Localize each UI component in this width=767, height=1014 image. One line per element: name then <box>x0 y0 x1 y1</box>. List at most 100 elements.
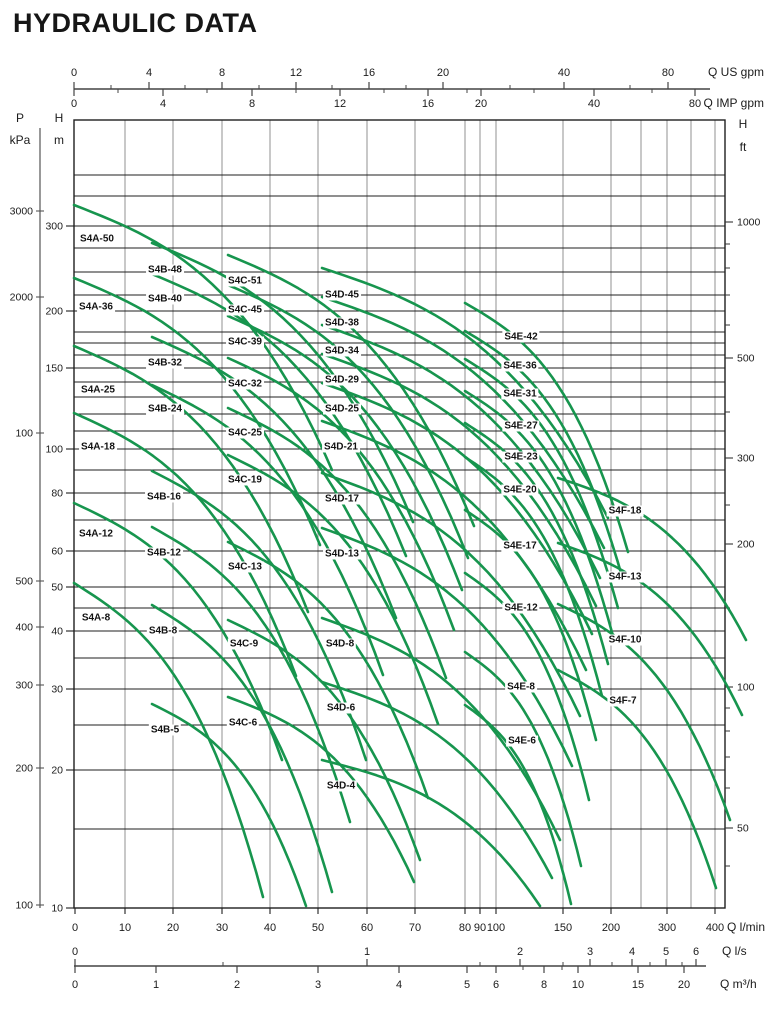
m3h-tick-label: 5 <box>464 979 470 991</box>
lmin-tick-label: 150 <box>554 922 572 934</box>
lmin-tick-label: 50 <box>312 922 324 934</box>
pump-curve-S4E-8 <box>463 650 583 868</box>
h-m-tick-label: 100 <box>45 444 63 456</box>
imp-gpm-tick-label: 8 <box>249 98 255 110</box>
pump-curve-S4C-9 <box>226 618 422 862</box>
m3h-tick-label: 2 <box>234 979 240 991</box>
pump-curve-S4B-32 <box>150 335 398 620</box>
pump-curve-S4D-4 <box>320 758 542 908</box>
h-m-tick-label: 10 <box>51 903 63 915</box>
curves-layer <box>72 203 748 908</box>
h-ft-tick-label: 100 <box>737 682 755 694</box>
pump-curve-S4B-16 <box>150 469 368 762</box>
ls-tick-label: 1 <box>364 946 370 958</box>
pump-curve-S4B-5 <box>150 702 308 908</box>
us-gpm-tick-label: 40 <box>558 67 570 79</box>
pump-curve-S4A-25 <box>72 344 310 614</box>
axis-header: m <box>54 133 64 147</box>
kpa-axis: 3000 2000 100 500 400 300 200 100 <box>10 128 44 912</box>
axis-header: kPa <box>10 133 31 147</box>
axis-header: ft <box>740 140 747 154</box>
kpa-tick-label: 3000 <box>10 206 34 218</box>
pump-curve-S4C-19 <box>226 453 440 726</box>
pump-curve-S4E-20 <box>463 455 604 698</box>
imp-gpm-tick-label: 20 <box>475 98 487 110</box>
h-m-tick-label: 60 <box>51 546 63 558</box>
lmin-tick-label: 40 <box>264 922 276 934</box>
pump-curve-S4B-40 <box>150 272 408 558</box>
imp-gpm-tick-label: 16 <box>422 98 434 110</box>
kpa-tick-label: 100 <box>15 900 33 912</box>
m3h-tick-label: 20 <box>678 979 690 991</box>
pump-curve-S4D-34 <box>320 323 602 580</box>
m3h-tick-label: 15 <box>632 979 644 991</box>
kpa-tick-label: 400 <box>15 622 33 634</box>
us-gpm-axis-label: Q US gpm <box>708 65 764 79</box>
h-m-tick-label: 50 <box>51 582 63 594</box>
pump-curve-S4E-27 <box>463 389 615 638</box>
lmin-tick-label: 200 <box>602 922 620 934</box>
pump-curve-S4C-32 <box>226 356 456 632</box>
pump-curve-S4D-45 <box>320 266 610 520</box>
m3h-tick-label: 0 <box>72 979 78 991</box>
pump-curve-S4E-42 <box>463 301 630 554</box>
pump-curve-S4A-50 <box>72 203 334 472</box>
lmin-tick-label: 0 <box>72 922 78 934</box>
kpa-tick-label: 500 <box>15 576 33 588</box>
h-m-tick-label: 300 <box>45 221 63 233</box>
m3h-tick-label: 4 <box>396 979 402 991</box>
imp-gpm-tick-label: 0 <box>71 98 77 110</box>
axis-header: H <box>55 111 64 125</box>
pump-curve-S4D-38 <box>320 295 606 550</box>
h-ft-tick-label: 500 <box>737 353 755 365</box>
kpa-tick-label: 300 <box>15 680 33 692</box>
pump-curve-S4B-48 <box>150 241 415 524</box>
us-gpm-tick-label: 0 <box>71 67 77 79</box>
pump-curve-S4F-18 <box>556 476 748 642</box>
imp-gpm-tick-label: 80 <box>689 98 701 110</box>
pump-curve-S4F-13 <box>556 541 744 717</box>
pump-curve-S4B-24 <box>150 383 385 677</box>
pump-curve-S4D-8 <box>320 616 562 842</box>
us-gpm-tick-label: 4 <box>146 67 152 79</box>
pump-curve-S4C-13 <box>226 540 430 800</box>
ls-tick-label: 6 <box>693 946 699 958</box>
us-gpm-tick-label: 80 <box>662 67 674 79</box>
pump-curve-S4D-29 <box>320 352 598 608</box>
lmin-tick-label: 300 <box>658 922 676 934</box>
pump-curve-S4A-18 <box>72 411 298 678</box>
us-gpm-tick-label: 8 <box>219 67 225 79</box>
pump-curve-S4C-25 <box>226 406 448 680</box>
axis-header: H <box>739 117 748 131</box>
ls-tick-label: 2 <box>517 946 523 958</box>
m3h-tick-label: 1 <box>153 979 159 991</box>
us-gpm-tick-label: 12 <box>290 67 302 79</box>
m3h-axis-label: Q m³/h <box>720 977 757 991</box>
pump-curve-S4F-7 <box>556 668 718 890</box>
ls-axis-label: Q l/s <box>722 944 747 958</box>
plot-border <box>73 119 726 909</box>
kpa-tick-label: 100 <box>15 428 33 440</box>
m3h-tick-label: 10 <box>572 979 584 991</box>
h-m-tick-label: 150 <box>45 363 63 375</box>
imp-gpm-tick-label: 40 <box>588 98 600 110</box>
imp-gpm-axis-label: Q IMP gpm <box>704 96 764 110</box>
lmin-tick-label: 100 <box>487 922 505 934</box>
us-gpm-tick-label: 20 <box>437 67 449 79</box>
h-ft-tick-label: 1000 <box>737 217 761 229</box>
lmin-tick-label: 10 <box>119 922 131 934</box>
pump-curve-S4E-17 <box>463 508 598 742</box>
h-m-tick-label: 20 <box>51 765 63 777</box>
h-ft-tick-label: 50 <box>737 823 749 835</box>
pump-curve-S4D-17 <box>320 471 582 718</box>
imp-gpm-tick-label: 12 <box>334 98 346 110</box>
pump-curve-S4D-25 <box>320 381 594 636</box>
h-ft-axis: 1000 500 300 200 100 50 <box>725 217 761 867</box>
us-gpm-tick-label: 16 <box>363 67 375 79</box>
h-m-tick-label: 200 <box>45 306 63 318</box>
m3h-tick-label: 3 <box>315 979 321 991</box>
h-m-axis: 300 200 150 100 80 60 50 40 30 20 10 <box>45 221 74 915</box>
